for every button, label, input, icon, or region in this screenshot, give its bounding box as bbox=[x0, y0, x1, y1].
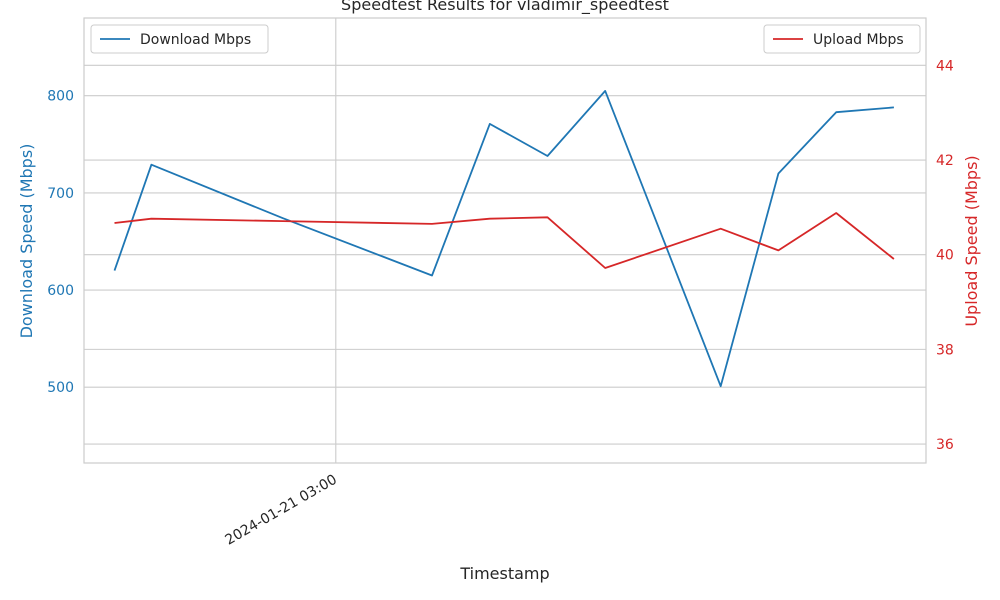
legend-download-label: Download Mbps bbox=[140, 32, 251, 48]
legend-download: Download Mbps bbox=[90, 24, 269, 54]
left-tick-label-3: 800 bbox=[47, 89, 74, 105]
x-axis-ticks: 2024-01-21 03:00 bbox=[223, 472, 340, 549]
series-line-upload bbox=[114, 212, 895, 269]
series-layer bbox=[113, 90, 895, 388]
right-axis-title: Upload Speed (Mbps) bbox=[962, 155, 981, 326]
right-tick-label-1: 38 bbox=[936, 342, 954, 358]
grid-lines bbox=[84, 18, 926, 463]
left-tick-label-0: 500 bbox=[47, 380, 74, 396]
right-tick-label-4: 44 bbox=[936, 58, 954, 74]
right-tick-label-2: 40 bbox=[936, 248, 954, 264]
legend-download-box bbox=[90, 24, 269, 54]
left-axis-title: Download Speed (Mbps) bbox=[17, 144, 36, 339]
left-axis-ticks: 500 600 700 800 bbox=[47, 89, 74, 396]
x-axis-title: Timestamp bbox=[459, 564, 549, 583]
legend-upload: Upload Mbps bbox=[763, 24, 921, 54]
legend-upload-box bbox=[763, 24, 921, 54]
plot-frame bbox=[83, 17, 927, 464]
right-tick-label-3: 42 bbox=[936, 153, 954, 169]
legend-upload-label: Upload Mbps bbox=[813, 32, 904, 48]
left-tick-label-1: 600 bbox=[47, 283, 74, 299]
right-axis-ticks: 36 38 40 42 44 bbox=[936, 58, 954, 453]
x-tick-label-0: 2024-01-21 03:00 bbox=[223, 472, 340, 549]
series-line-download bbox=[113, 90, 894, 388]
chart-title: Speedtest Results for vladimir_speedtest bbox=[341, 0, 669, 15]
left-tick-label-2: 700 bbox=[47, 186, 74, 202]
right-tick-label-0: 36 bbox=[936, 437, 954, 453]
